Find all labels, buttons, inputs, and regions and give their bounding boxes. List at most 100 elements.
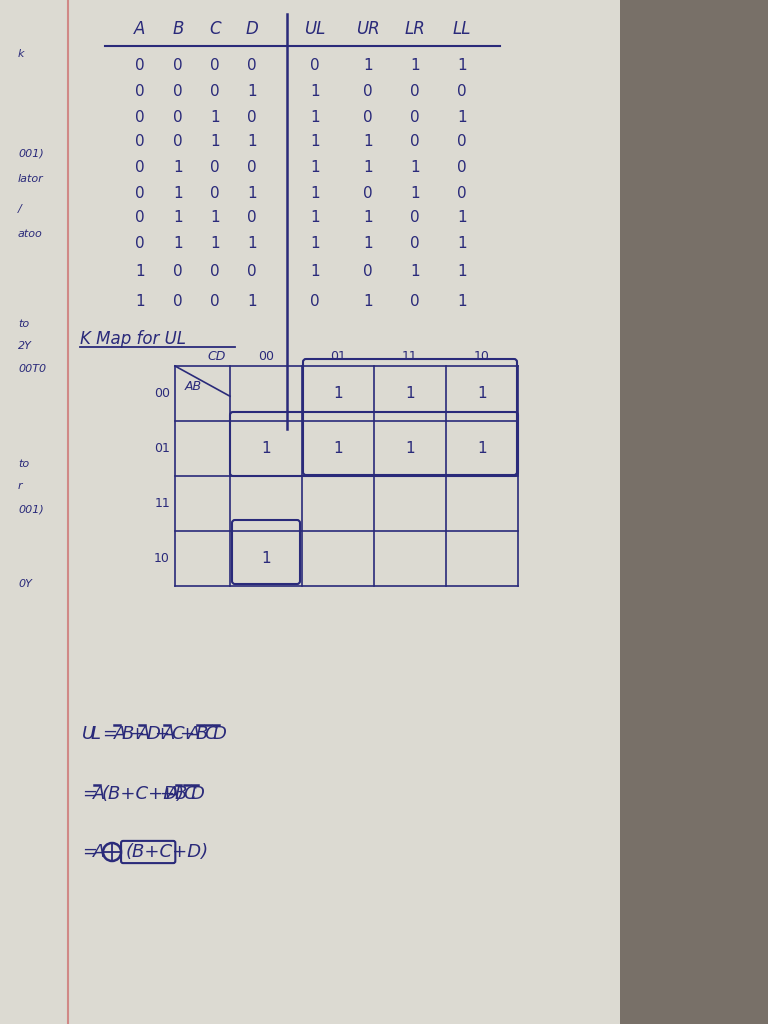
- Text: 0: 0: [135, 211, 145, 225]
- Text: 0: 0: [135, 110, 145, 125]
- Text: lator: lator: [18, 174, 44, 184]
- Text: 10: 10: [154, 552, 170, 565]
- Text: 001): 001): [18, 504, 44, 514]
- Text: 1: 1: [363, 211, 372, 225]
- Text: 1: 1: [174, 237, 183, 252]
- Bar: [0, 0, 620, 1024]
- Text: C: C: [171, 725, 184, 743]
- Text: 1: 1: [457, 237, 467, 252]
- Text: 1: 1: [210, 134, 220, 150]
- Text: D: D: [190, 785, 205, 803]
- Text: /: /: [18, 204, 22, 214]
- Text: 0: 0: [210, 160, 220, 174]
- Text: AB: AB: [185, 380, 202, 392]
- Text: 11: 11: [154, 497, 170, 510]
- Text: 1: 1: [210, 237, 220, 252]
- Text: 1: 1: [310, 185, 319, 201]
- Text: 1: 1: [210, 110, 220, 125]
- Text: 0: 0: [174, 110, 183, 125]
- Text: 0: 0: [135, 237, 145, 252]
- Text: LL: LL: [453, 20, 472, 38]
- Text: 1: 1: [410, 58, 420, 74]
- Text: 0: 0: [247, 110, 257, 125]
- Text: 1: 1: [410, 185, 420, 201]
- Text: 0: 0: [410, 110, 420, 125]
- Text: 1: 1: [247, 134, 257, 150]
- Text: 1: 1: [247, 237, 257, 252]
- Text: 0: 0: [457, 160, 467, 174]
- Text: 0: 0: [135, 160, 145, 174]
- Text: D: D: [147, 725, 161, 743]
- Text: C: C: [209, 20, 221, 38]
- Text: 1: 1: [477, 441, 487, 456]
- Text: 001): 001): [18, 150, 44, 159]
- Text: 0: 0: [457, 185, 467, 201]
- Text: 1: 1: [310, 160, 319, 174]
- Text: +: +: [130, 725, 144, 743]
- Text: =: =: [82, 785, 97, 803]
- Text: 0: 0: [410, 237, 420, 252]
- Text: 0: 0: [310, 295, 319, 309]
- Text: 0: 0: [410, 295, 420, 309]
- Text: B: B: [121, 725, 134, 743]
- Text: 0: 0: [363, 110, 372, 125]
- Text: 1: 1: [247, 295, 257, 309]
- Text: +: +: [159, 785, 174, 803]
- Text: A: A: [94, 843, 106, 861]
- Text: 10: 10: [474, 349, 490, 362]
- Text: B: B: [174, 785, 187, 803]
- Text: D: D: [246, 20, 258, 38]
- Text: 1: 1: [406, 386, 415, 401]
- Text: 1: 1: [457, 264, 467, 280]
- Text: 1: 1: [457, 58, 467, 74]
- Text: 1: 1: [410, 264, 420, 280]
- Text: k: k: [18, 49, 25, 59]
- Text: 1: 1: [363, 295, 372, 309]
- Text: 1: 1: [310, 134, 319, 150]
- Text: 1: 1: [363, 134, 372, 150]
- Text: 01: 01: [330, 349, 346, 362]
- Text: B: B: [172, 20, 184, 38]
- Text: 0: 0: [457, 85, 467, 99]
- Text: 1: 1: [174, 160, 183, 174]
- Text: U: U: [82, 725, 95, 743]
- Text: K Map for UL: K Map for UL: [80, 330, 186, 348]
- Text: 1: 1: [457, 110, 467, 125]
- Text: 0: 0: [174, 264, 183, 280]
- Text: UR: UR: [356, 20, 380, 38]
- Text: 0: 0: [363, 264, 372, 280]
- Text: 1: 1: [310, 237, 319, 252]
- Text: 0: 0: [247, 160, 257, 174]
- Text: 00T0: 00T0: [18, 364, 46, 374]
- Text: +: +: [154, 725, 170, 743]
- Text: 1: 1: [210, 211, 220, 225]
- Text: 1: 1: [363, 237, 372, 252]
- Text: B: B: [196, 725, 208, 743]
- Text: 0: 0: [210, 185, 220, 201]
- Text: 0: 0: [310, 58, 319, 74]
- Text: 1: 1: [333, 441, 343, 456]
- Text: 1: 1: [363, 160, 372, 174]
- Text: 11: 11: [402, 349, 418, 362]
- Text: 0: 0: [410, 211, 420, 225]
- Text: 1: 1: [477, 386, 487, 401]
- Text: 1: 1: [247, 85, 257, 99]
- Text: 1: 1: [310, 264, 319, 280]
- Text: D: D: [212, 725, 226, 743]
- Text: 1: 1: [410, 160, 420, 174]
- Text: A: A: [138, 725, 151, 743]
- Text: 1: 1: [261, 551, 271, 566]
- Text: =: =: [102, 725, 118, 743]
- Text: 1: 1: [406, 441, 415, 456]
- Text: 0: 0: [174, 134, 183, 150]
- Text: 0: 0: [174, 58, 183, 74]
- Text: 0: 0: [174, 85, 183, 99]
- Text: (B+C+D): (B+C+D): [126, 843, 209, 861]
- Text: 01: 01: [154, 442, 170, 455]
- Text: +: +: [179, 725, 194, 743]
- Text: 0: 0: [247, 58, 257, 74]
- Bar: [620, 0, 768, 1024]
- Text: A: A: [94, 785, 106, 803]
- Text: 0: 0: [174, 295, 183, 309]
- Text: 0: 0: [363, 85, 372, 99]
